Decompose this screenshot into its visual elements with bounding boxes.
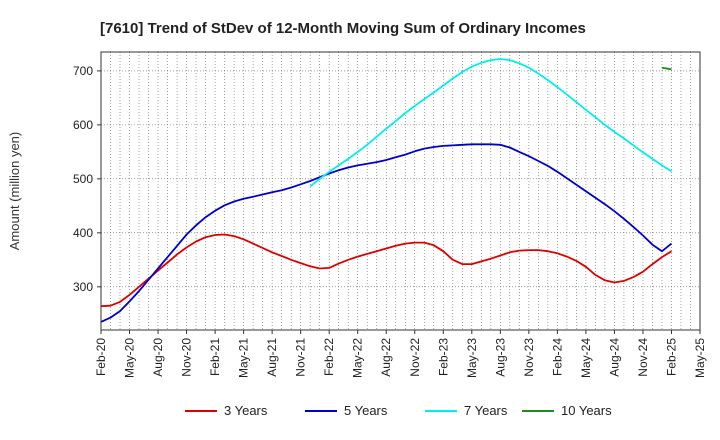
series-lines [100, 58, 673, 323]
series-line-5-years [100, 143, 673, 323]
legend-label: 7 Years [464, 403, 508, 418]
x-tick-label: Nov-20 [180, 338, 194, 377]
x-tick-label: Feb-23 [436, 338, 450, 376]
x-axis: Feb-20 May-20 Aug-20 Nov-20 Feb-21 May-21 Aug-… [94, 330, 707, 378]
x-tick-label: Nov-23 [522, 338, 536, 377]
x-tick-label: May-22 [351, 338, 365, 378]
x-tick-label: May-24 [579, 338, 593, 378]
y-axis-label: Amount (million yen) [7, 132, 22, 251]
x-tick-label: Feb-25 [664, 338, 678, 376]
x-tick-label: Feb-21 [208, 338, 222, 376]
y-tick-label: 700 [73, 64, 93, 78]
y-tick-label: 400 [73, 226, 93, 240]
x-tick-label: Nov-22 [408, 338, 422, 377]
x-tick-label: Aug-20 [151, 338, 165, 377]
y-tick-label: 600 [73, 118, 93, 132]
x-tick-label: May-20 [123, 338, 137, 378]
x-tick-label: Feb-20 [94, 338, 108, 376]
x-tick-label: Aug-22 [379, 338, 393, 377]
y-tick-label: 300 [73, 280, 93, 294]
x-tick-label: Nov-21 [294, 338, 308, 377]
x-tick-label: May-25 [693, 338, 707, 378]
x-tick-label: Aug-24 [607, 338, 621, 377]
x-tick-label: Aug-21 [265, 338, 279, 377]
legend-label: 3 Years [224, 403, 268, 418]
series-line-10-years [661, 66, 672, 71]
y-tick-label: 500 [73, 172, 93, 186]
x-tick-label: May-23 [465, 338, 479, 378]
series-line-3-years [100, 233, 672, 308]
y-axis: 300 400 500 600 700 [73, 64, 101, 294]
grid [100, 52, 701, 330]
plot-frame [100, 51, 701, 331]
legend: 3 Years 5 Years 7 Years 10 Years [185, 403, 612, 418]
x-tick-label: May-21 [237, 338, 251, 378]
x-tick-label: Feb-22 [322, 338, 336, 376]
x-tick-label: Aug-23 [493, 338, 507, 377]
legend-label: 10 Years [561, 403, 612, 418]
x-tick-label: Nov-24 [636, 338, 650, 377]
chart-title: [7610] Trend of StDev of 12-Month Moving… [100, 20, 586, 37]
series-line-7-years [309, 58, 672, 188]
x-tick-label: Feb-24 [550, 338, 564, 376]
legend-label: 5 Years [344, 403, 388, 418]
